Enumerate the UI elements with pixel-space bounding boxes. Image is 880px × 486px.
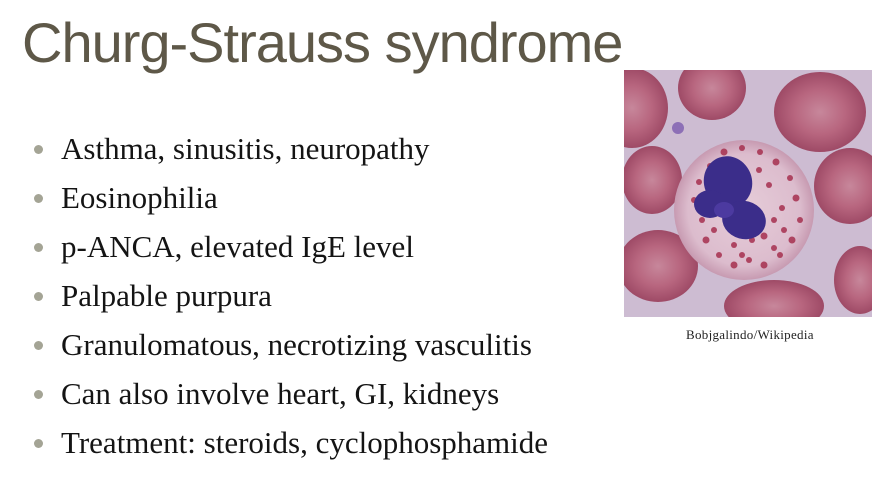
red-blood-cell bbox=[624, 146, 682, 214]
bullet-text: Palpable purpura bbox=[61, 278, 272, 313]
bullet-text: p-ANCA, elevated IgE level bbox=[61, 229, 414, 264]
red-blood-cell bbox=[624, 230, 698, 302]
eosinophil-illustration bbox=[624, 70, 872, 317]
slide-title: Churg-Strauss syndrome bbox=[22, 11, 623, 74]
nucleus bbox=[694, 156, 766, 240]
image-caption: Bobjgalindo/Wikipedia bbox=[686, 327, 814, 342]
bullet-marker-icon bbox=[34, 145, 43, 154]
bullet-marker-icon bbox=[34, 243, 43, 252]
platelet bbox=[672, 122, 684, 134]
red-blood-cell bbox=[678, 70, 746, 120]
bullet-marker-icon bbox=[34, 194, 43, 203]
bullet-marker-icon bbox=[34, 439, 43, 448]
red-blood-cell bbox=[624, 70, 668, 148]
red-blood-cell bbox=[834, 246, 872, 314]
red-blood-cell bbox=[814, 148, 872, 224]
red-blood-cell bbox=[774, 72, 866, 152]
eosinophil-micrograph bbox=[624, 70, 872, 317]
bullet-text: Eosinophilia bbox=[61, 180, 218, 215]
bullet-text: Treatment: steroids, cyclophosphamide bbox=[61, 425, 549, 460]
bullet-text: Granulomatous, necrotizing vasculitis bbox=[61, 327, 532, 362]
bullet-text: Can also involve heart, GI, kidneys bbox=[61, 376, 500, 411]
bullet-marker-icon bbox=[34, 292, 43, 301]
bullet-text: Asthma, sinusitis, neuropathy bbox=[61, 131, 430, 166]
bullet-marker-icon bbox=[34, 390, 43, 399]
bullet-marker-icon bbox=[34, 341, 43, 350]
red-blood-cell bbox=[724, 280, 824, 317]
